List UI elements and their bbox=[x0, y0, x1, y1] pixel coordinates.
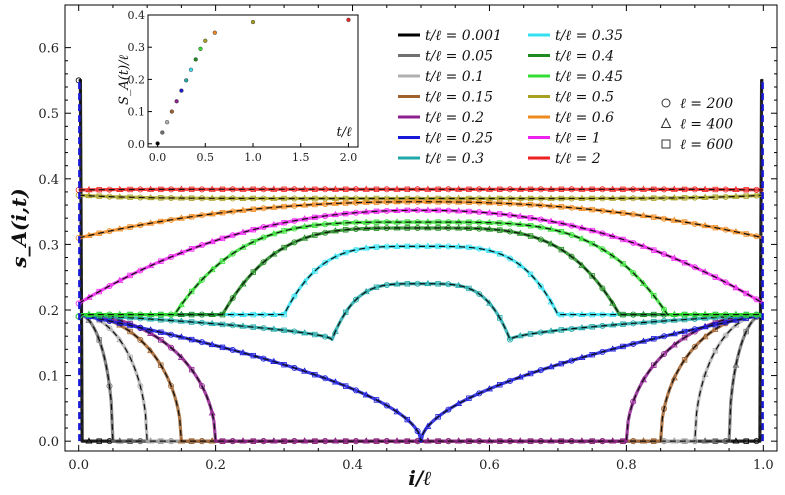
marker-legend-square bbox=[661, 139, 671, 149]
marker-circle bbox=[106, 325, 113, 332]
marker-circle bbox=[137, 336, 144, 343]
legend-label: t/ℓ = 0.5 bbox=[555, 90, 614, 106]
inset-point bbox=[169, 109, 175, 114]
series-theory-dashed bbox=[78, 283, 764, 341]
series-line bbox=[78, 200, 764, 240]
inset-y-tick-label: 0.1 bbox=[128, 106, 146, 119]
inset-y-tick-label: 0.3 bbox=[128, 41, 146, 54]
x-tick-label: 0.4 bbox=[342, 458, 363, 473]
inset-y-tick-label: 0.2 bbox=[128, 73, 146, 86]
series-theory-dashed bbox=[78, 201, 764, 239]
inset-point bbox=[212, 30, 217, 35]
inset-point bbox=[164, 120, 170, 125]
legend: t/ℓ = 0.001 t/ℓ = 0.05 t/ℓ = 0.1 t/ℓ = 0.15… bbox=[398, 28, 623, 167]
y-tick-label: 0.6 bbox=[38, 42, 59, 57]
inset-point bbox=[188, 67, 194, 72]
marker-legend-circle bbox=[661, 98, 671, 108]
series-line bbox=[77, 208, 765, 305]
inset-point bbox=[160, 130, 165, 135]
inset-x-tick-label: 1.5 bbox=[292, 151, 310, 164]
marker-legend-label: ℓ = 400 bbox=[680, 117, 733, 133]
marker-circle bbox=[691, 343, 698, 350]
inset-chart: 0.0 0.5 1.0 1.5 2.0 0.0 0.1 0.2 0.3 0.4 t/ℓ S_A(t… bbox=[117, 9, 359, 164]
x-tick-label: 0.0 bbox=[68, 458, 89, 473]
y-tick-label: 0.2 bbox=[38, 304, 59, 319]
marker-circle bbox=[260, 259, 267, 266]
inset-x-label: t/ℓ bbox=[336, 125, 352, 140]
marker-legend-label: ℓ = 600 bbox=[680, 137, 733, 153]
inset-x-tick-label: 0.0 bbox=[149, 151, 167, 164]
marker-legend-label: ℓ = 200 bbox=[680, 96, 733, 112]
inset-point bbox=[184, 78, 189, 83]
main-series bbox=[75, 77, 765, 445]
x-axis-label: i/ℓ bbox=[408, 466, 431, 490]
series-theory-dashed bbox=[78, 221, 764, 318]
inset-point bbox=[346, 17, 351, 22]
inset-point bbox=[250, 19, 256, 25]
legend-label: t/ℓ = 2 bbox=[555, 151, 601, 167]
series-theory-dashed bbox=[78, 194, 764, 200]
series-theory-dashed bbox=[78, 188, 764, 191]
series-markers bbox=[75, 224, 760, 320]
marker-legend-triangle bbox=[660, 117, 672, 128]
inset-point bbox=[193, 57, 198, 62]
marker-legend: ℓ = 200 ℓ = 400 ℓ = 600 bbox=[660, 96, 733, 153]
marker-circle bbox=[168, 344, 175, 351]
marker-circle bbox=[722, 332, 729, 339]
marker-circle bbox=[661, 350, 668, 357]
series-theory-dashed bbox=[78, 314, 764, 442]
y-tick-label: 0.1 bbox=[38, 370, 59, 385]
legend-label: t/ℓ = 0.25 bbox=[425, 131, 493, 147]
legend-label: t/ℓ = 0.15 bbox=[425, 90, 493, 106]
inset-x-tick-label: 2.0 bbox=[340, 151, 358, 164]
main-axis-ticks: 0.0 0.2 0.4 0.6 0.8 1.0 0.0 0.1 0.2 0.3 0.4 0.5 0.6 bbox=[38, 5, 777, 473]
inset-y-tick-label: 0.4 bbox=[128, 9, 146, 22]
legend-label: t/ℓ = 0.001 bbox=[425, 28, 502, 44]
inset-y-label: S_A(t)/ℓ bbox=[117, 54, 132, 105]
legend-label: t/ℓ = 1 bbox=[555, 131, 601, 147]
series-markers bbox=[75, 218, 760, 320]
legend-label: t/ℓ = 0.05 bbox=[425, 49, 493, 65]
series-theory-dashed bbox=[78, 209, 764, 304]
inset-point bbox=[174, 99, 179, 104]
inset-axis-ticks: 0.0 0.5 1.0 1.5 2.0 0.0 0.1 0.2 0.3 0.4 bbox=[128, 9, 358, 164]
y-tick-label: 0.3 bbox=[38, 238, 59, 253]
x-tick-label: 1.0 bbox=[753, 458, 774, 473]
legend-label: t/ℓ = 0.6 bbox=[555, 110, 614, 126]
inset-point bbox=[179, 88, 184, 93]
y-tick-label: 0.5 bbox=[38, 107, 59, 122]
x-tick-label: 0.2 bbox=[205, 458, 226, 473]
legend-label: t/ℓ = 0.35 bbox=[555, 28, 623, 44]
inset-points bbox=[155, 17, 351, 146]
x-tick-label: 0.8 bbox=[616, 458, 637, 473]
y-axis-label: s_A(i,t) bbox=[7, 188, 31, 269]
inset-x-tick-label: 1.0 bbox=[244, 151, 262, 164]
marker-circle bbox=[352, 296, 359, 303]
legend-label: t/ℓ = 0.45 bbox=[555, 69, 623, 85]
series-theory-dashed bbox=[78, 227, 764, 318]
x-tick-label: 0.6 bbox=[479, 458, 500, 473]
y-tick-label: 0.0 bbox=[38, 435, 59, 450]
legend-label: t/ℓ = 0.3 bbox=[425, 151, 484, 167]
inset-point bbox=[198, 46, 203, 51]
inset-frame bbox=[147, 14, 359, 148]
series-line bbox=[78, 220, 764, 319]
legend-label: t/ℓ = 0.2 bbox=[425, 110, 484, 126]
inset-point bbox=[203, 38, 208, 43]
y-tick-label: 0.4 bbox=[38, 173, 59, 188]
marker-circle bbox=[198, 276, 205, 283]
inset-x-tick-label: 0.5 bbox=[197, 151, 215, 164]
inset-y-tick-label: 0.0 bbox=[128, 138, 146, 151]
marker-circle bbox=[630, 269, 637, 276]
legend-label: t/ℓ = 0.4 bbox=[555, 49, 614, 65]
legend-label: t/ℓ = 0.1 bbox=[425, 69, 484, 85]
inset-point bbox=[155, 141, 160, 146]
